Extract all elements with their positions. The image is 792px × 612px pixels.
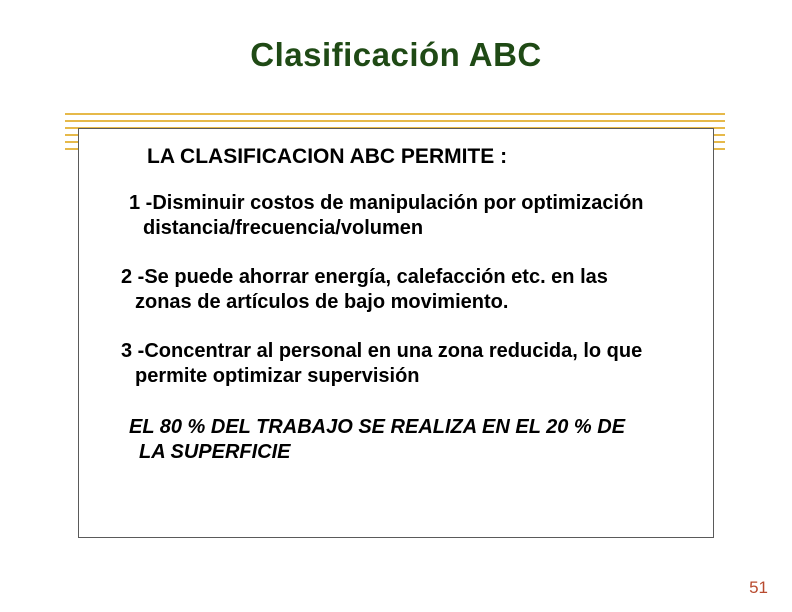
list-item-3: 3 -Concentrar al personal en una zona re… — [121, 339, 693, 389]
closing-line-2: LA SUPERFICIE — [139, 440, 693, 465]
list-item-1-line-1: 1 -Disminuir costos de manipulación por … — [129, 192, 644, 214]
page-number: 51 — [749, 578, 768, 598]
slide-title: Clasificación ABC — [0, 36, 792, 74]
closing-statement: EL 80 % DEL TRABAJO SE REALIZA EN EL 20 … — [129, 415, 693, 465]
list-item-1-line-2: distancia/frecuencia/volumen — [143, 216, 693, 241]
list-item-3-line-1: 3 -Concentrar al personal en una zona re… — [121, 340, 642, 362]
decoration-bar-1 — [65, 113, 725, 115]
list-item-2-line-2: zonas de artículos de bajo movimiento. — [135, 290, 693, 315]
section-subtitle: LA CLASIFICACION ABC PERMITE : — [147, 145, 693, 169]
decoration-bar-2 — [65, 120, 725, 122]
closing-line-1: EL 80 % DEL TRABAJO SE REALIZA EN EL 20 … — [129, 416, 625, 438]
list-item-3-line-2: permite optimizar supervisión — [135, 364, 693, 389]
content-box: LA CLASIFICACION ABC PERMITE : 1 -Dismin… — [78, 128, 714, 538]
list-item-2-line-1: 2 -Se puede ahorrar energía, calefacción… — [121, 266, 608, 288]
list-item-1: 1 -Disminuir costos de manipulación por … — [129, 191, 693, 241]
list-item-2: 2 -Se puede ahorrar energía, calefacción… — [121, 265, 693, 315]
